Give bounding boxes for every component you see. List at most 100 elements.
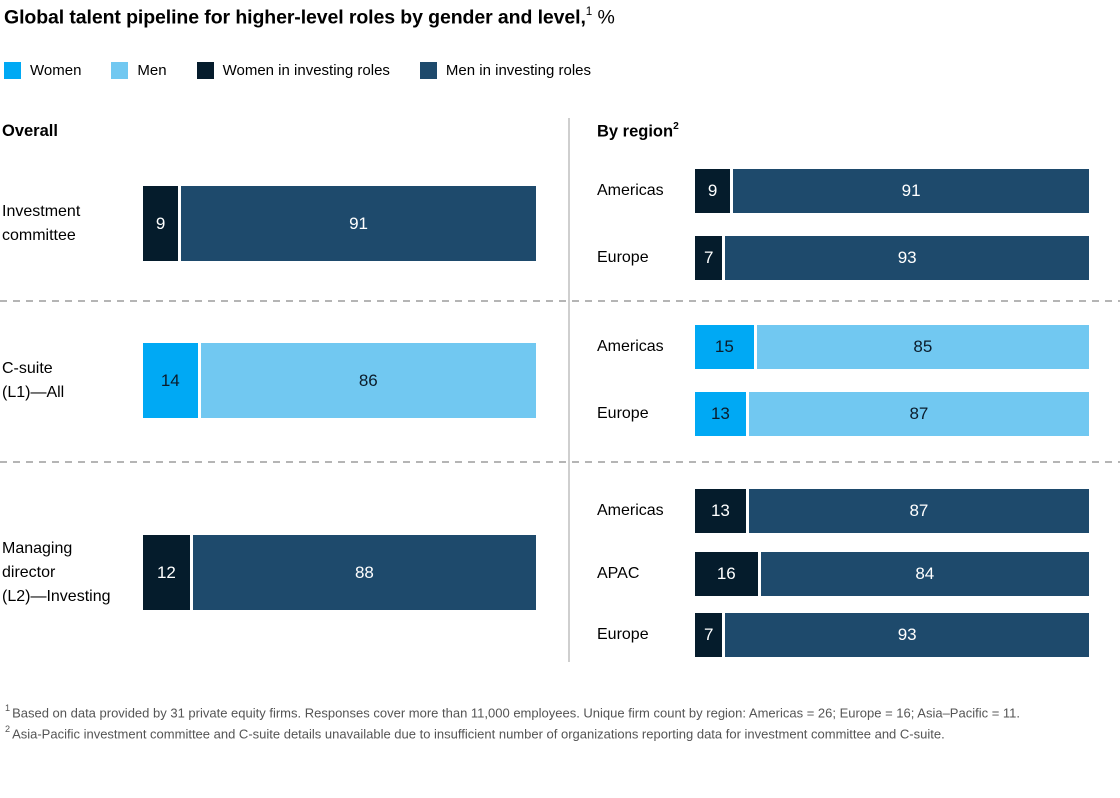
bar-segment-women-investing: 7 (695, 613, 723, 657)
bar-value: 13 (710, 404, 730, 423)
bar-row-region-md-apac: APAC 16 84 (597, 552, 1089, 596)
chart-title: Global talent pipeline for higher-level … (4, 5, 615, 30)
legend-label-men: Men (137, 62, 167, 79)
legend-swatch-men-investing (419, 62, 437, 79)
bar-value: 85 (913, 337, 933, 356)
bar-segment-women-investing: 7 (695, 236, 723, 280)
bar-segment-men-investing: 87 (748, 489, 1089, 533)
bar-segment-women: 15 (695, 325, 754, 369)
footnote-2: 2 Asia-Pacific investment committee and C… (5, 722, 1111, 743)
legend-label-women-investing: Women in investing roles (222, 62, 390, 79)
stacked-bar: 9 91 (143, 186, 536, 261)
bar-value: 87 (909, 501, 929, 520)
bar-value: 88 (354, 562, 374, 582)
title-footnote-marker: 1 (585, 5, 593, 18)
stacked-bar: 14 86 (143, 343, 536, 418)
bar-row-region-csuite-americas: Americas 15 85 (597, 325, 1089, 369)
bar-value: 7 (703, 625, 714, 644)
legend-item-women: Women (4, 62, 81, 79)
bar-segment-men-investing: 93 (725, 236, 1089, 280)
bar-value: 93 (897, 248, 917, 267)
section-header-overall: Overall (2, 122, 58, 140)
bar-row-label: Americas (597, 502, 664, 519)
bar-row-overall-c-suite: C-suite (L1)—All 14 86 (2, 343, 536, 418)
legend-item-men-investing: Men in investing roles (419, 62, 591, 79)
bar-row-label: Americas (597, 338, 664, 355)
bar-value: 86 (358, 370, 378, 390)
bar-value: 16 (716, 564, 736, 583)
bar-value: 7 (703, 248, 714, 267)
stacked-bar: 13 87 (695, 489, 1089, 533)
legend-item-women-investing: Women in investing roles (196, 62, 390, 79)
bar-row-overall-managing-director: Managing director (L2)—Investing 12 88 (2, 535, 536, 610)
legend-label-women: Women (30, 62, 82, 79)
bar-row-label: C-suite (L1)—All (2, 359, 65, 401)
bar-row-label: Investment committee (2, 202, 81, 244)
section-header-by-region: By region2 (597, 121, 679, 142)
bar-segment-men: 85 (756, 325, 1089, 369)
stacked-bar: 9 91 (695, 169, 1089, 213)
bar-row-label: Managing director (L2)—Investing (2, 539, 111, 605)
bar-value: 14 (160, 370, 180, 390)
bar-segment-women: 14 (143, 343, 198, 418)
chart-title-text: Global talent pipeline for higher-level … (4, 6, 586, 29)
bar-value: 93 (897, 625, 917, 644)
bar-value: 12 (156, 562, 176, 582)
bar-value: 15 (714, 337, 734, 356)
bar-row-region-md-americas: Americas 13 87 (597, 489, 1089, 533)
bar-row-region-csuite-europe: Europe 13 87 (597, 392, 1089, 436)
stacked-bar: 7 93 (695, 613, 1089, 657)
section-header-by-region-text: By region (597, 122, 674, 141)
bar-segment-men-investing: 88 (192, 535, 536, 610)
bar-value: 91 (901, 181, 921, 200)
footnotes: 1 Based on data provided by 31 private eq… (5, 701, 1111, 743)
group-divider-bottom (0, 461, 1120, 463)
legend-label-men-investing: Men in investing roles (445, 62, 591, 79)
stacked-bar: 12 88 (143, 535, 536, 610)
bar-row-label: Europe (597, 626, 649, 643)
bar-segment-men-investing: 93 (725, 613, 1089, 657)
bar-segment-men: 87 (748, 392, 1089, 436)
bar-segment-women-investing: 9 (695, 169, 731, 213)
legend-swatch-women (4, 62, 21, 79)
bar-segment-men-investing: 91 (181, 186, 536, 261)
bar-value: 91 (349, 213, 368, 233)
bar-row-overall-investment-committee: Investment committee 9 91 (2, 186, 536, 261)
section-vertical-divider (568, 118, 570, 662)
bar-segment-men-investing: 91 (733, 169, 1089, 213)
legend-item-men: Men (111, 62, 167, 79)
bar-segment-women: 13 (695, 392, 746, 436)
bar-row-label: APAC (597, 565, 640, 582)
bar-row-region-md-europe: Europe 7 93 (597, 613, 1089, 657)
bar-segment-women-investing: 13 (695, 489, 746, 533)
bar-value: 87 (909, 404, 929, 423)
footnote-2-text: Asia-Pacific investment committee and C-… (12, 726, 945, 742)
chart-title-unit: % (597, 6, 615, 29)
bar-value: 9 (155, 213, 166, 233)
bar-row-label: Europe (597, 249, 649, 266)
group-divider-top (0, 300, 1120, 302)
bar-segment-women-investing: 9 (143, 186, 179, 261)
footnote-1-marker: 1 (5, 703, 11, 713)
legend-swatch-women-investing (196, 62, 214, 79)
bar-row-label: Americas (597, 182, 664, 199)
legend-swatch-men (111, 62, 129, 79)
footnote-2-marker: 2 (5, 723, 11, 734)
bar-row-label: Europe (597, 405, 649, 422)
stacked-bar: 16 84 (695, 552, 1089, 596)
bar-row-region-ic-europe: Europe 7 93 (597, 236, 1089, 280)
stacked-bar: 7 93 (695, 236, 1089, 280)
bar-row-region-ic-americas: Americas 9 91 (597, 169, 1089, 213)
bar-segment-women-investing: 12 (143, 535, 190, 610)
bar-segment-men-investing: 84 (760, 552, 1089, 596)
stacked-bar: 15 85 (695, 325, 1089, 369)
bar-value: 13 (710, 501, 730, 520)
bar-segment-women-investing: 16 (695, 552, 758, 596)
bar-value: 9 (707, 181, 718, 200)
legend: Women Men Women in investing roles Men i… (4, 62, 591, 79)
footnote-1: 1 Based on data provided by 31 private eq… (5, 701, 1111, 722)
bar-segment-men: 86 (200, 343, 536, 418)
footnote-1-text: Based on data provided by 31 private equ… (12, 705, 1021, 721)
stacked-bar: 13 87 (695, 392, 1089, 436)
